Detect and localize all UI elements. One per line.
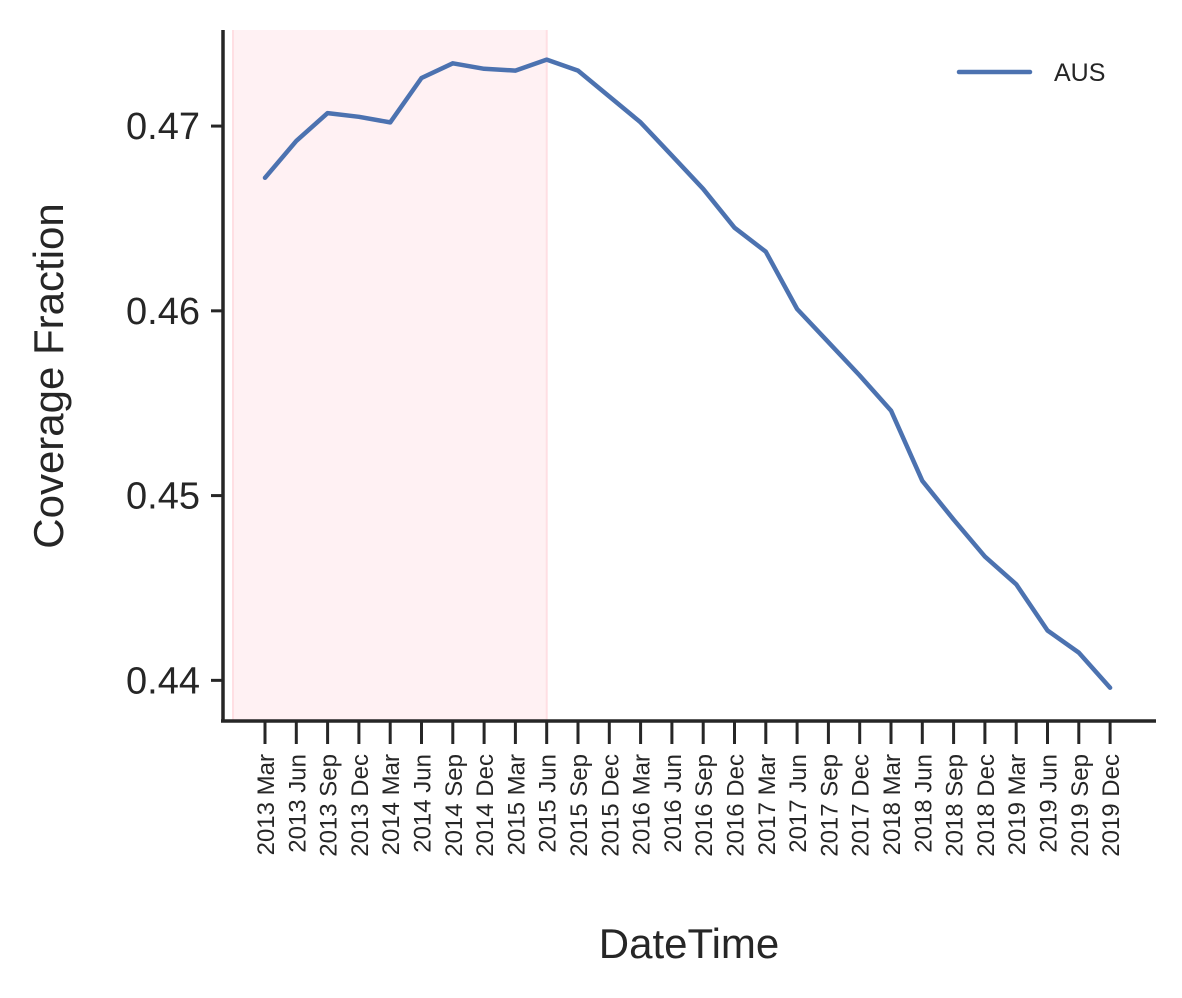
x-axis-title: DateTime: [599, 920, 780, 967]
y-tick-label: 0.45: [126, 476, 200, 518]
x-tick-label: 2015 Sep: [566, 754, 593, 857]
x-tick-label: 2019 Dec: [1098, 754, 1125, 857]
x-tick-label: 2018 Dec: [973, 754, 1000, 857]
x-tick-label: 2018 Mar: [879, 754, 906, 855]
x-tick-label: 2019 Jun: [1036, 754, 1063, 853]
x-tick-label: 2016 Jun: [660, 754, 687, 853]
y-tick-label: 0.46: [126, 291, 200, 333]
x-tick-label: 2015 Dec: [597, 754, 624, 857]
x-tick-label: 2017 Jun: [785, 754, 812, 853]
x-tick-label: 2017 Sep: [816, 754, 843, 857]
x-tick-label: 2016 Sep: [691, 754, 718, 857]
x-tick-label: 2016 Dec: [723, 754, 750, 857]
x-tick-label: 2014 Dec: [472, 754, 499, 857]
x-tick-label: 2017 Mar: [754, 754, 781, 855]
x-tick-label: 2014 Mar: [378, 754, 405, 855]
y-axis-title: Coverage Fraction: [25, 203, 72, 549]
x-tick-label: 2016 Mar: [629, 754, 656, 855]
x-tick-label: 2013 Dec: [347, 754, 374, 857]
x-tick-label: 2019 Mar: [1004, 754, 1031, 855]
x-tick-label: 2013 Jun: [284, 754, 311, 853]
x-tick-label: 2018 Sep: [942, 754, 969, 857]
x-tick-label: 2015 Jun: [535, 754, 562, 853]
x-tick-label: 2015 Mar: [503, 754, 530, 855]
x-tick-label: 2013 Sep: [316, 754, 343, 857]
x-tick-label: 2017 Dec: [848, 754, 875, 857]
y-tick-label: 0.44: [126, 660, 200, 702]
legend-label-aus: AUS: [1054, 59, 1105, 87]
x-tick-label: 2014 Sep: [441, 754, 468, 857]
x-tick-label: 2013 Mar: [253, 754, 280, 855]
legend: AUS: [956, 59, 1105, 87]
x-tick-label: 2014 Jun: [410, 754, 437, 853]
highlight-span: [233, 30, 547, 721]
series-line-aus: [262, 57, 1113, 690]
x-tick-label: 2019 Sep: [1067, 754, 1094, 857]
x-tick-label: 2018 Jun: [910, 754, 937, 853]
y-tick-label: 0.47: [126, 106, 200, 148]
